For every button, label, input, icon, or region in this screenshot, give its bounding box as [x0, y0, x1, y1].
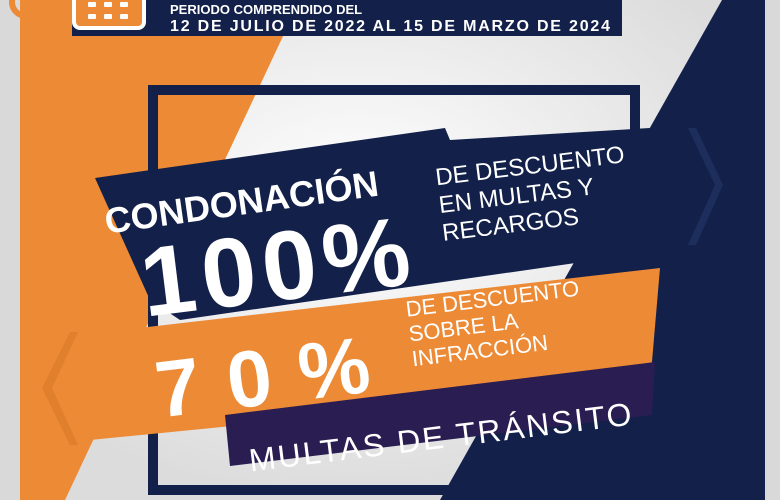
navy-ribbon [95, 125, 700, 320]
category-ribbon [225, 362, 655, 466]
calendar-icon [72, 0, 146, 30]
header-bar [72, 0, 622, 36]
period-label: PERIODO COMPRENDIDO DEL [170, 2, 362, 17]
chevrons-left-icon [28, 332, 78, 445]
chevrons-right-icon [688, 128, 745, 245]
clock-icon [9, 0, 43, 19]
period-dates: 12 DE JULIO DE 2022 AL 15 DE MARZO DE 20… [170, 18, 610, 35]
